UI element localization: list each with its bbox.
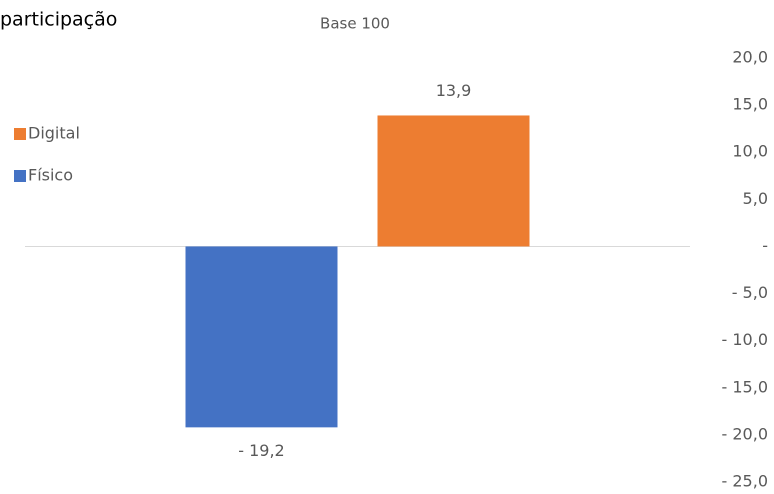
bar bbox=[185, 246, 338, 428]
y-tick-label: 15,0 bbox=[732, 95, 768, 114]
bar bbox=[377, 115, 530, 247]
y-tick-label: - bbox=[762, 236, 768, 255]
y-tick-label: - 20,0 bbox=[722, 424, 768, 443]
legend-swatch bbox=[14, 128, 26, 140]
chart-title: participação bbox=[0, 9, 117, 31]
legend-swatch bbox=[14, 170, 26, 182]
y-tick-label: - 10,0 bbox=[722, 330, 768, 349]
data-label: - 19,2 bbox=[238, 441, 284, 460]
y-tick-label: 20,0 bbox=[732, 48, 768, 67]
y-tick-label: 5,0 bbox=[743, 189, 768, 208]
y-tick-label: 10,0 bbox=[732, 142, 768, 161]
legend-label: Digital bbox=[28, 124, 80, 143]
legend-label: Físico bbox=[28, 166, 73, 185]
y-tick-label: - 15,0 bbox=[722, 377, 768, 396]
y-tick-label: - 5,0 bbox=[732, 283, 768, 302]
data-label: 13,9 bbox=[436, 81, 472, 100]
y-tick-label: - 25,0 bbox=[722, 472, 768, 491]
chart-subtitle: Base 100 bbox=[320, 15, 390, 33]
